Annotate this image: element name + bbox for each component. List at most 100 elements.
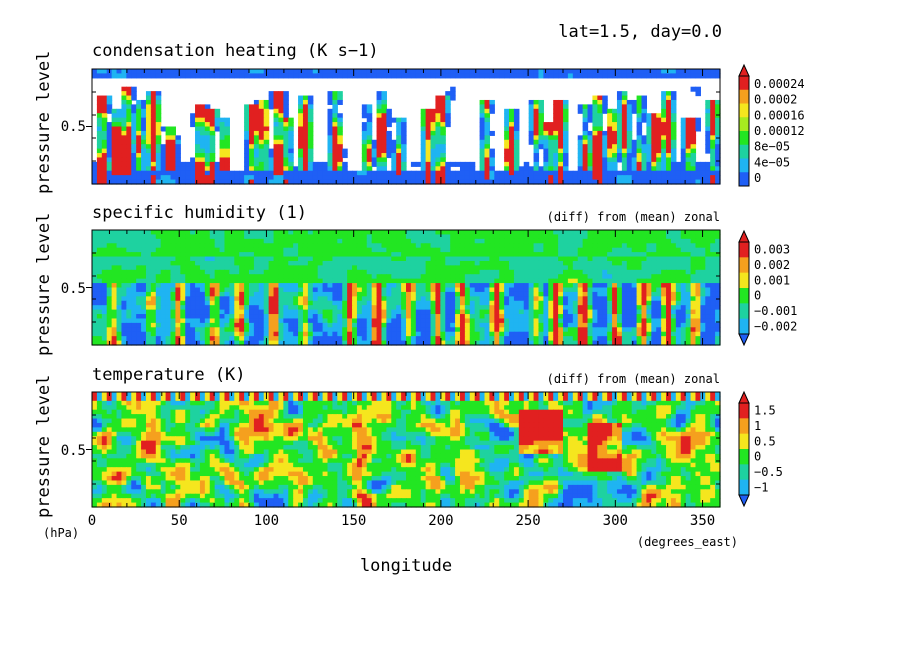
field-cell bbox=[195, 322, 201, 328]
field-cell bbox=[430, 296, 437, 302]
field-cell bbox=[302, 269, 309, 275]
field-cell bbox=[592, 139, 598, 145]
field-cell bbox=[587, 153, 594, 159]
field-cell bbox=[430, 113, 437, 119]
colorbar-label: 0.00016 bbox=[754, 108, 805, 122]
field-cell bbox=[165, 247, 172, 253]
field-cell bbox=[705, 170, 711, 176]
field-cell bbox=[396, 243, 402, 249]
field-cell bbox=[376, 122, 383, 128]
field-cell bbox=[666, 296, 672, 302]
field-cell bbox=[582, 238, 589, 244]
field-cell bbox=[450, 296, 456, 302]
field-cell bbox=[126, 153, 132, 159]
field-cell bbox=[381, 175, 387, 181]
field-cell bbox=[420, 157, 427, 163]
field-cell bbox=[253, 108, 260, 114]
field-cell bbox=[538, 274, 544, 280]
field-cell bbox=[592, 99, 598, 105]
field-cell bbox=[116, 130, 123, 136]
field-cell bbox=[229, 314, 235, 320]
field-cell bbox=[675, 238, 682, 244]
field-cell bbox=[244, 243, 250, 249]
field-cell bbox=[253, 318, 260, 324]
field-cell bbox=[175, 230, 181, 236]
field-cell bbox=[509, 269, 515, 275]
field-cell bbox=[302, 243, 309, 249]
field-cell bbox=[347, 234, 353, 240]
field-cell bbox=[307, 95, 314, 101]
field-cell bbox=[92, 256, 98, 262]
field-cell bbox=[577, 296, 584, 302]
field-cell bbox=[715, 99, 721, 105]
field-cell bbox=[558, 108, 564, 114]
field-cell bbox=[715, 265, 721, 271]
field-cell bbox=[278, 274, 284, 280]
field-cell bbox=[386, 252, 392, 258]
field-cell bbox=[209, 243, 216, 249]
field-cell bbox=[273, 314, 280, 320]
field-cell bbox=[518, 69, 525, 75]
field-cell bbox=[106, 234, 113, 240]
field-cell bbox=[386, 139, 392, 145]
field-cell bbox=[268, 278, 275, 284]
field-cell bbox=[155, 99, 162, 105]
field-cell bbox=[646, 161, 652, 167]
field-cell bbox=[607, 234, 613, 240]
field-cell bbox=[401, 122, 407, 128]
field-cell bbox=[141, 161, 147, 167]
field-cell bbox=[268, 166, 275, 172]
field-cell bbox=[616, 300, 623, 306]
field-cell bbox=[361, 179, 368, 185]
field-cell bbox=[283, 265, 289, 271]
field-cell bbox=[391, 153, 397, 159]
field-cell bbox=[558, 170, 564, 176]
field-cell bbox=[224, 283, 230, 289]
field-cell bbox=[386, 113, 392, 119]
field-cell bbox=[680, 291, 687, 297]
field-cell bbox=[670, 243, 677, 249]
field-cell bbox=[484, 243, 491, 249]
field-cell bbox=[494, 69, 500, 75]
field-cell bbox=[302, 166, 309, 172]
field-cell bbox=[366, 122, 373, 128]
field-cell bbox=[474, 265, 481, 271]
field-cell bbox=[670, 144, 677, 150]
field-cell bbox=[145, 170, 152, 176]
field-cell bbox=[646, 166, 652, 172]
field-cell bbox=[710, 144, 716, 150]
field-cell bbox=[307, 314, 314, 320]
field-cell bbox=[165, 314, 172, 320]
field-cell bbox=[376, 161, 383, 167]
field-cell bbox=[509, 139, 515, 145]
field-cell bbox=[631, 139, 638, 145]
field-cell bbox=[661, 256, 667, 262]
field-cell bbox=[92, 69, 98, 75]
field-cell bbox=[106, 256, 113, 262]
field-cell bbox=[474, 73, 481, 79]
field-cell bbox=[587, 170, 594, 176]
field-cell bbox=[209, 300, 216, 306]
field-cell bbox=[278, 252, 284, 258]
field-cell bbox=[160, 305, 167, 311]
field-cell bbox=[553, 139, 559, 145]
field-cell bbox=[386, 283, 392, 289]
field-cell bbox=[219, 126, 226, 132]
field-cell bbox=[401, 265, 407, 271]
field-cell bbox=[224, 153, 230, 159]
field-cell bbox=[150, 73, 157, 79]
field-cell bbox=[420, 170, 427, 176]
field-cell bbox=[543, 238, 549, 244]
field-cell bbox=[342, 283, 348, 289]
field-cell bbox=[484, 278, 491, 284]
field-cell bbox=[607, 113, 613, 119]
field-cell bbox=[249, 230, 255, 236]
field-cell bbox=[563, 104, 569, 110]
field-cell bbox=[558, 278, 564, 284]
field-cell bbox=[710, 291, 716, 297]
field-cell bbox=[92, 309, 98, 315]
field-cell bbox=[101, 117, 108, 123]
field-cell bbox=[563, 179, 569, 185]
field-cell bbox=[440, 291, 446, 297]
field-cell bbox=[253, 300, 260, 306]
